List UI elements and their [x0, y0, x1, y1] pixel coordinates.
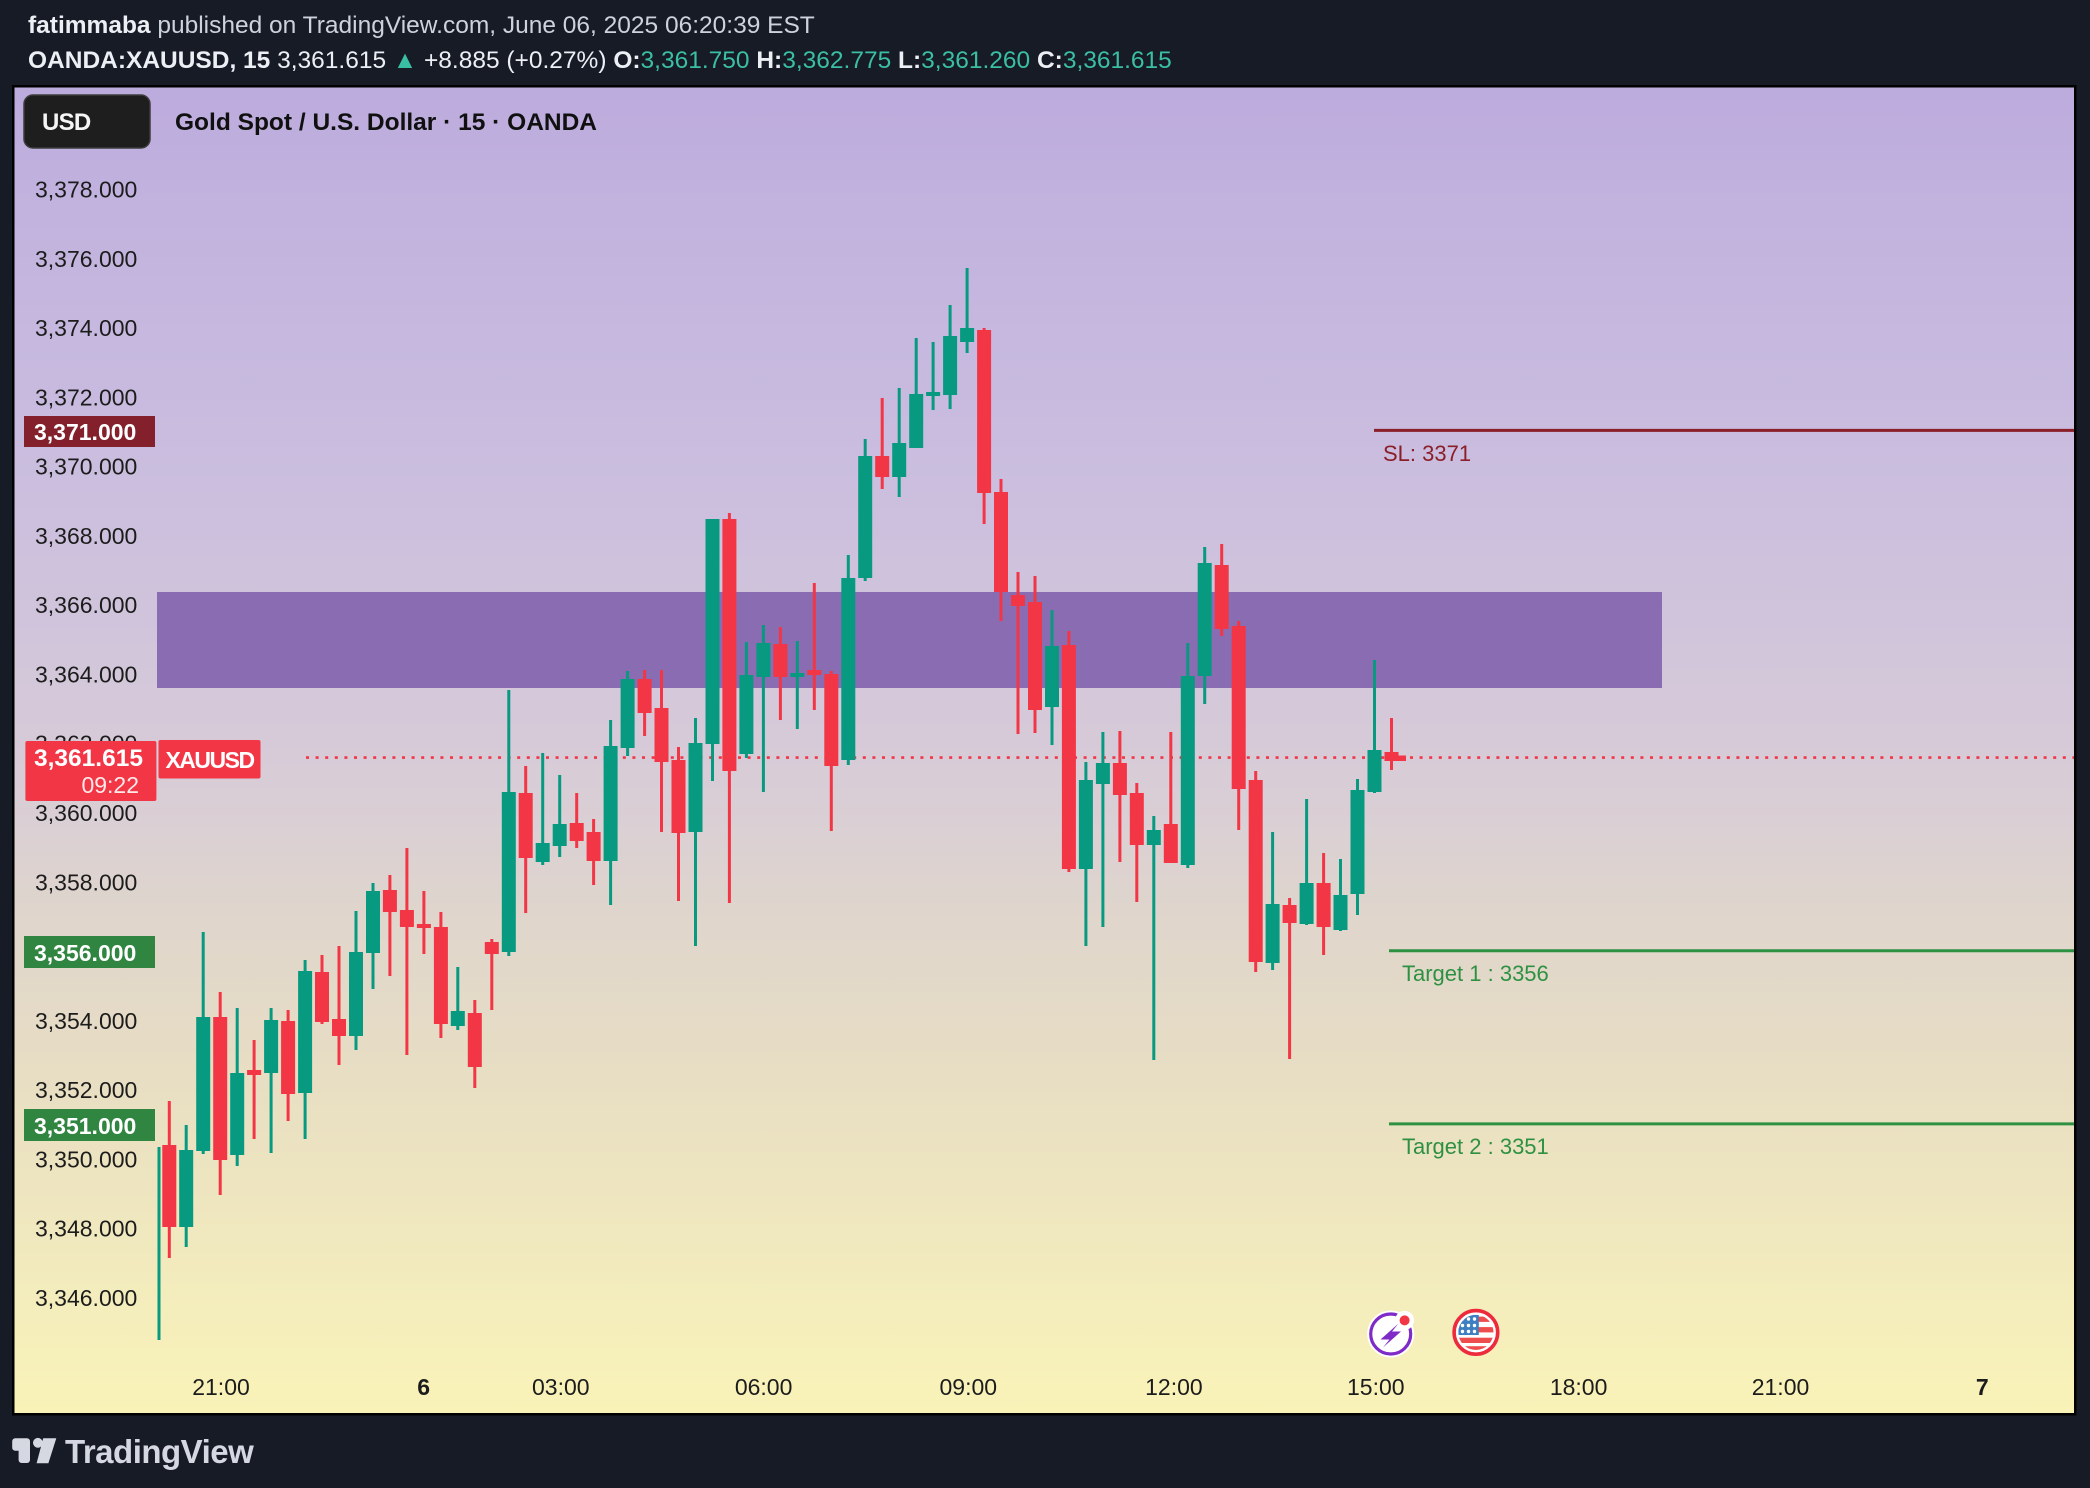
svg-text:3,360.000: 3,360.000 [35, 800, 137, 826]
svg-text:fatimmaba published on Trading: fatimmaba published on TradingView.com, … [28, 12, 815, 39]
svg-text:3,350.000: 3,350.000 [35, 1146, 137, 1172]
svg-text:XAUUSD: XAUUSD [165, 747, 254, 773]
svg-text:SL: 3371: SL: 3371 [1383, 441, 1471, 466]
svg-text:3,371.000: 3,371.000 [34, 419, 136, 445]
svg-text:Target 1 : 3356: Target 1 : 3356 [1402, 961, 1549, 986]
svg-text:3,354.000: 3,354.000 [35, 1008, 137, 1034]
svg-text:3,378.000: 3,378.000 [35, 177, 137, 203]
svg-text:TradingView: TradingView [65, 1433, 254, 1470]
svg-text:7: 7 [1976, 1374, 1989, 1400]
svg-text:3,370.000: 3,370.000 [35, 454, 137, 480]
svg-text:21:00: 21:00 [192, 1374, 250, 1400]
svg-text:6: 6 [417, 1374, 430, 1400]
svg-text:09:00: 09:00 [940, 1374, 998, 1400]
svg-text:03:00: 03:00 [532, 1374, 590, 1400]
svg-text:3,361.615: 3,361.615 [34, 745, 143, 772]
svg-text:USD: USD [42, 109, 91, 136]
svg-text:3,364.000: 3,364.000 [35, 662, 137, 688]
svg-text:15:00: 15:00 [1347, 1374, 1405, 1400]
svg-text:18:00: 18:00 [1550, 1374, 1608, 1400]
svg-text:Gold Spot / U.S. Dollar · 15 ·: Gold Spot / U.S. Dollar · 15 · OANDA [175, 109, 597, 136]
svg-text:06:00: 06:00 [735, 1374, 793, 1400]
svg-text:Target 2 : 3351: Target 2 : 3351 [1402, 1134, 1549, 1159]
svg-text:21:00: 21:00 [1752, 1374, 1810, 1400]
svg-text:3,374.000: 3,374.000 [35, 315, 137, 341]
svg-text:3,376.000: 3,376.000 [35, 246, 137, 272]
svg-text:12:00: 12:00 [1145, 1374, 1203, 1400]
svg-text:3,372.000: 3,372.000 [35, 384, 137, 410]
svg-text:09:22: 09:22 [81, 772, 139, 798]
svg-text:3,352.000: 3,352.000 [35, 1077, 137, 1103]
svg-text:3,356.000: 3,356.000 [34, 940, 136, 966]
svg-text:3,348.000: 3,348.000 [35, 1216, 137, 1242]
svg-text:OANDA:XAUUSD, 15 3,361.615 ▲ +: OANDA:XAUUSD, 15 3,361.615 ▲ +8.885 (+0.… [28, 47, 1172, 74]
svg-text:3,346.000: 3,346.000 [35, 1285, 137, 1311]
svg-text:3,368.000: 3,368.000 [35, 523, 137, 549]
svg-text:3,351.000: 3,351.000 [34, 1113, 136, 1139]
svg-text:3,366.000: 3,366.000 [35, 592, 137, 618]
svg-text:3,358.000: 3,358.000 [35, 869, 137, 895]
